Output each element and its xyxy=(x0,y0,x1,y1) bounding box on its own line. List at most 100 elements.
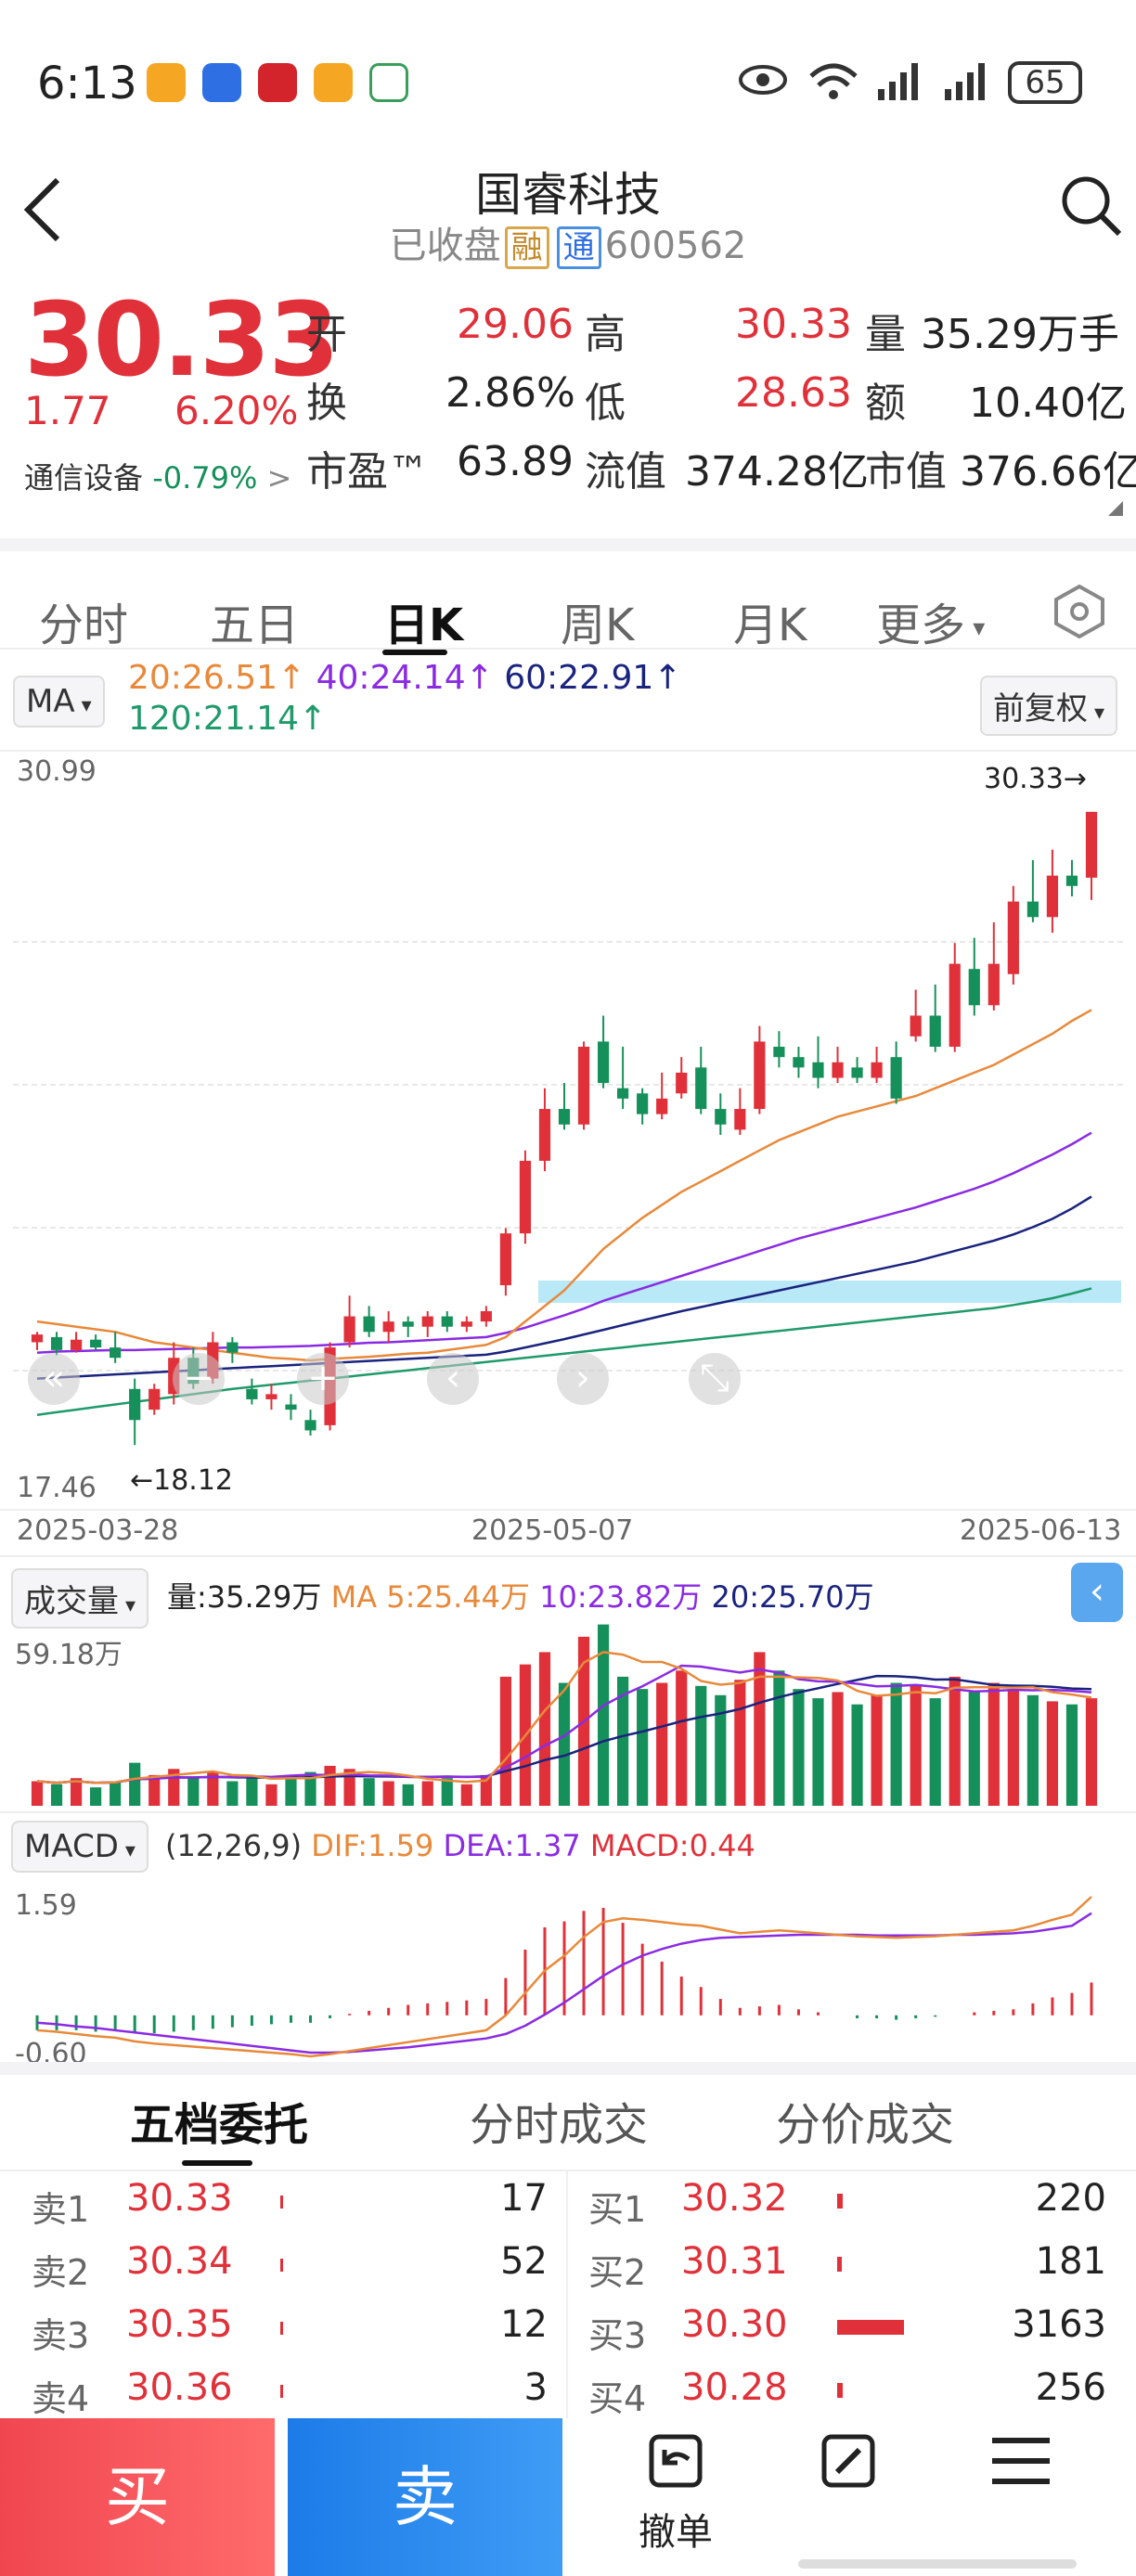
zoom-in-control[interactable]: + xyxy=(297,1353,349,1405)
candle-body xyxy=(304,1420,316,1431)
float-cap-value: 374.28亿 xyxy=(685,448,869,496)
volume-bar xyxy=(90,1787,102,1806)
open-label: 开 xyxy=(306,311,347,358)
ask-volume: 52 xyxy=(500,2240,548,2283)
grid-line xyxy=(13,941,1123,943)
tab-five-day[interactable]: 五日 xyxy=(210,599,300,651)
ask-price: 30.33 xyxy=(126,2177,233,2220)
expand-corner-icon[interactable] xyxy=(1108,501,1123,516)
menu-button[interactable] xyxy=(965,2431,1077,2494)
grid-line xyxy=(13,1227,1123,1229)
zoom-out-control[interactable]: « xyxy=(28,1353,80,1405)
volume-bar xyxy=(343,1769,355,1806)
volume-bar xyxy=(285,1774,297,1806)
candle-body xyxy=(226,1342,239,1353)
sector-name: 通信设备 xyxy=(24,460,144,496)
bid-label: 买1 xyxy=(588,2189,647,2230)
ma-selector[interactable]: MA ▾ xyxy=(13,676,105,728)
cancel-order-button[interactable]: 撤单 xyxy=(620,2431,731,2556)
candle-body xyxy=(480,1310,492,1322)
volume-bar xyxy=(812,1698,824,1806)
candle-body xyxy=(70,1339,83,1350)
edit-button[interactable] xyxy=(793,2431,904,2494)
back-arrow-icon[interactable] xyxy=(20,176,65,243)
ma-selector-label: MA xyxy=(26,683,75,720)
tab-order-book[interactable]: 五档委托 xyxy=(130,2099,309,2151)
buy-button[interactable]: 买 xyxy=(0,2418,275,2576)
volume-y-top: 59.18万 xyxy=(15,1639,123,1671)
tab-price-volume[interactable]: 分价成交 xyxy=(776,2099,955,2151)
candle-body xyxy=(1007,901,1019,974)
candle-body xyxy=(246,1388,258,1399)
sell-button[interactable]: 卖 xyxy=(288,2418,562,2576)
settings-hexagon-icon[interactable] xyxy=(1051,583,1108,640)
side-panel-toggle[interactable]: ‹ xyxy=(1071,1563,1123,1622)
candle-body xyxy=(773,1046,785,1058)
candle-body xyxy=(343,1316,355,1343)
ask-price: 30.34 xyxy=(126,2240,233,2283)
volume-chart xyxy=(31,1624,1098,1806)
ask-volume: 3 xyxy=(523,2366,548,2409)
candle-body xyxy=(441,1316,453,1327)
candle-body xyxy=(285,1404,297,1410)
volume-bar xyxy=(929,1698,941,1806)
volume-bar xyxy=(382,1781,394,1806)
bid-volume-bar xyxy=(837,2194,843,2209)
volume-bar xyxy=(226,1781,239,1806)
candle-body xyxy=(90,1339,102,1348)
bid-volume-bar xyxy=(837,2320,904,2335)
scroll-right-control[interactable]: › xyxy=(557,1353,609,1405)
volume-bar xyxy=(50,1784,63,1806)
bid-volume: 181 xyxy=(1035,2240,1106,2283)
app-notification-icon xyxy=(202,63,241,102)
candle-body xyxy=(265,1394,278,1399)
ask-volume-bar xyxy=(280,2196,283,2209)
edit-icon xyxy=(821,2434,875,2488)
candle-body xyxy=(1085,811,1098,878)
tab-weekly-k[interactable]: 周K xyxy=(561,599,635,651)
scroll-left-fast-control[interactable]: − xyxy=(173,1353,225,1405)
tab-daily-k[interactable]: 日K xyxy=(384,599,464,651)
weibo-app-icon xyxy=(147,63,186,102)
ma40-value: 40:24.14↑ xyxy=(316,659,494,697)
ask-row: 卖1 30.33 17 xyxy=(0,2177,566,2233)
volume-bar xyxy=(1007,1689,1019,1806)
sector-link[interactable]: 通信设备 -0.79% > xyxy=(24,455,291,497)
volume-bar xyxy=(637,1689,649,1806)
macd-indicator-selector[interactable]: MACD ▾ xyxy=(11,1821,148,1873)
candle-body xyxy=(558,1109,571,1125)
candle-body xyxy=(734,1109,746,1130)
stock-name-title: 国睿科技 xyxy=(475,168,661,222)
kline-max-marker: 30.33→ xyxy=(984,763,1088,795)
volume-bar xyxy=(421,1781,433,1806)
volume-bar xyxy=(910,1685,922,1806)
battery-indicator: 65 xyxy=(1008,61,1082,104)
volume-bar xyxy=(949,1676,961,1806)
bid-row: 买4 30.28 256 xyxy=(568,2366,1136,2422)
candle-body xyxy=(363,1316,375,1333)
tab-intraday[interactable]: 分时 xyxy=(39,599,129,651)
candle-body xyxy=(110,1347,122,1359)
fullscreen-control[interactable]: ⤡ xyxy=(689,1353,741,1405)
volume-top-border xyxy=(0,1555,1136,1557)
search-icon[interactable] xyxy=(1058,173,1123,238)
volume-ma5: MA 5:25.44万 xyxy=(330,1579,531,1615)
tab-tick-trades[interactable]: 分时成交 xyxy=(470,2099,649,2151)
bid-row: 买3 30.30 3163 xyxy=(568,2303,1136,2359)
candle-body xyxy=(402,1321,414,1327)
caret-down-icon: ▾ xyxy=(74,694,92,717)
ask-label: 卖3 xyxy=(32,2315,90,2356)
volume-bar xyxy=(148,1774,161,1806)
candle-body xyxy=(421,1316,433,1327)
scroll-left-control[interactable]: ‹ xyxy=(427,1353,479,1405)
volume-indicator-selector[interactable]: 成交量 ▾ xyxy=(11,1568,149,1629)
tab-monthly-k[interactable]: 月K xyxy=(733,599,807,651)
adjust-label: 前复权 xyxy=(993,690,1088,728)
candle-body xyxy=(617,1088,629,1099)
candlestick-chart[interactable] xyxy=(0,750,1136,1509)
bid-volume: 3163 xyxy=(1012,2303,1106,2346)
candle-body xyxy=(148,1388,161,1410)
date-start: 2025-03-28 xyxy=(17,1514,179,1547)
tab-more[interactable]: 更多 ▾ xyxy=(876,588,985,653)
adjust-selector[interactable]: 前复权 ▾ xyxy=(980,676,1118,736)
